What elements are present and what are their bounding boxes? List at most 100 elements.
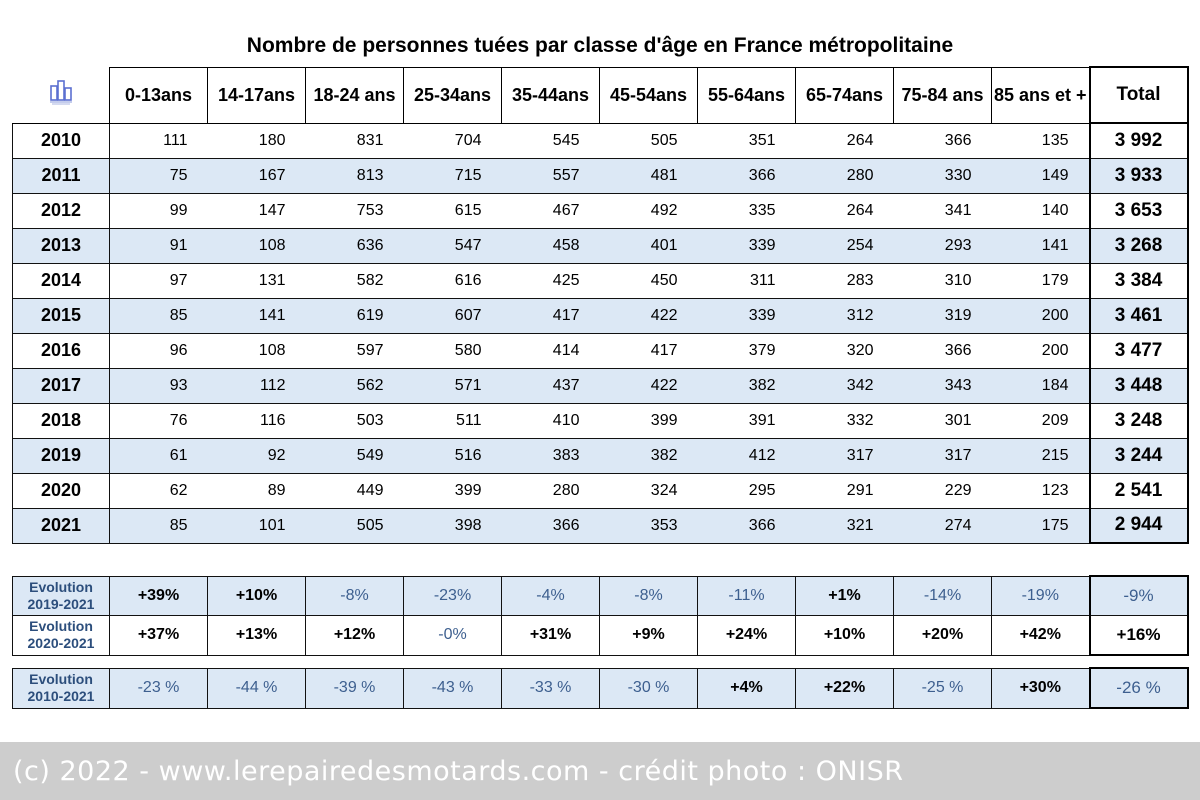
value-cell: 311: [697, 262, 796, 299]
value-cell: 280: [795, 157, 894, 194]
value-cell: 382: [697, 367, 796, 404]
value-cell: 511: [403, 402, 502, 439]
evolution-value: +24%: [697, 615, 796, 656]
value-cell: 399: [403, 472, 502, 509]
year-cell: 2013: [12, 227, 110, 264]
value-cell: 831: [305, 122, 404, 159]
value-cell: 135: [991, 122, 1090, 159]
header-age-class: 14-17ans: [207, 66, 306, 124]
evolution-total: +16%: [1088, 615, 1189, 656]
header-age-class: 75-84 ans: [893, 66, 992, 124]
evolution-row: Evolution 2019-2021 +39% +10% -8% -23% -4% -8% -…: [12, 575, 1189, 616]
value-cell: 141: [991, 227, 1090, 264]
table-row: 2020 62 89 449 399 280 324 295 291 229 123 2 541: [12, 472, 1189, 509]
logo-cell: [12, 67, 110, 124]
value-cell: 116: [207, 402, 306, 439]
evolution-value: -0%: [403, 615, 502, 656]
table-row: 2019 61 92 549 516 383 382 412 317 317 215 3 244: [12, 437, 1189, 474]
evolution-value: -8%: [305, 575, 404, 616]
value-cell: 147: [207, 192, 306, 229]
value-cell: 319: [893, 297, 992, 334]
value-cell: 324: [599, 472, 698, 509]
table-row: 2021 85 101 505 398 366 353 366 321 274 175 2 944: [12, 507, 1189, 544]
value-cell: 180: [207, 122, 306, 159]
value-cell: 280: [501, 472, 600, 509]
value-cell: 383: [501, 437, 600, 474]
value-cell: 399: [599, 402, 698, 439]
value-cell: 75: [109, 157, 208, 194]
total-cell: 3 448: [1088, 367, 1189, 404]
value-cell: 97: [109, 262, 208, 299]
year-cell: 2016: [12, 332, 110, 369]
evolution-value: +30%: [991, 667, 1090, 709]
value-cell: 332: [795, 402, 894, 439]
year-cell: 2018: [12, 402, 110, 439]
value-cell: 312: [795, 297, 894, 334]
value-cell: 422: [599, 367, 698, 404]
value-cell: 200: [991, 297, 1090, 334]
value-cell: 401: [599, 227, 698, 264]
table-row: 2016 96 108 597 580 414 417 379 320 366 200 3 477: [12, 332, 1189, 369]
value-cell: 123: [991, 472, 1090, 509]
value-cell: 636: [305, 227, 404, 264]
table-row: 2017 93 112 562 571 437 422 382 342 343 184 3 448: [12, 367, 1189, 404]
year-cell: 2015: [12, 297, 110, 334]
evolution-value: -30 %: [599, 667, 698, 709]
value-cell: 505: [305, 507, 404, 544]
year-cell: 2014: [12, 262, 110, 299]
value-cell: 704: [403, 122, 502, 159]
value-cell: 422: [599, 297, 698, 334]
value-cell: 813: [305, 157, 404, 194]
value-cell: 449: [305, 472, 404, 509]
value-cell: 458: [501, 227, 600, 264]
value-cell: 321: [795, 507, 894, 544]
value-cell: 301: [893, 402, 992, 439]
header-row: 0-13ans 14-17ans 18-24 ans 25-34ans 35-44ans…: [12, 66, 1189, 124]
value-cell: 274: [893, 507, 992, 544]
evolution-value: -43 %: [403, 667, 502, 709]
fatalities-table: 0-13ans 14-17ans 18-24 ans 25-34ans 35-44ans…: [12, 66, 1189, 544]
value-cell: 293: [893, 227, 992, 264]
table-row: 2013 91 108 636 547 458 401 339 254 293 141 3 268: [12, 227, 1189, 264]
value-cell: 481: [599, 157, 698, 194]
table-row: 2010 111 180 831 704 545 505 351 264 366 135 3 992: [12, 122, 1189, 159]
evolution-value: +4%: [697, 667, 796, 709]
value-cell: 366: [893, 122, 992, 159]
header-age-class: 45-54ans: [599, 66, 698, 124]
value-cell: 112: [207, 367, 306, 404]
evolution-value: +37%: [109, 615, 208, 656]
value-cell: 149: [991, 157, 1090, 194]
evolution-label-line: Evolution: [29, 671, 93, 687]
value-cell: 92: [207, 437, 306, 474]
value-cell: 85: [109, 297, 208, 334]
total-cell: 3 384: [1088, 262, 1189, 299]
value-cell: 295: [697, 472, 796, 509]
value-cell: 179: [991, 262, 1090, 299]
year-cell: 2017: [12, 367, 110, 404]
building-chart-icon: [49, 80, 72, 105]
evolution-value: -23 %: [109, 667, 208, 709]
value-cell: 353: [599, 507, 698, 544]
header-age-class: 0-13ans: [109, 66, 208, 124]
evolution-value: +12%: [305, 615, 404, 656]
value-cell: 412: [697, 437, 796, 474]
value-cell: 571: [403, 367, 502, 404]
value-cell: 317: [893, 437, 992, 474]
total-cell: 3 248: [1088, 402, 1189, 439]
value-cell: 366: [697, 157, 796, 194]
value-cell: 505: [599, 122, 698, 159]
table-row: 2015 85 141 619 607 417 422 339 312 319 200 3 461: [12, 297, 1189, 334]
value-cell: 131: [207, 262, 306, 299]
evolution-value: +13%: [207, 615, 306, 656]
total-cell: 3 268: [1088, 227, 1189, 264]
value-cell: 341: [893, 192, 992, 229]
value-cell: 254: [795, 227, 894, 264]
value-cell: 209: [991, 402, 1090, 439]
evolution-value: +42%: [991, 615, 1090, 656]
evolution-value: -11%: [697, 575, 796, 616]
value-cell: 597: [305, 332, 404, 369]
value-cell: 93: [109, 367, 208, 404]
evolution-label-line: Evolution: [29, 618, 93, 635]
year-cell: 2011: [12, 157, 110, 194]
value-cell: 547: [403, 227, 502, 264]
